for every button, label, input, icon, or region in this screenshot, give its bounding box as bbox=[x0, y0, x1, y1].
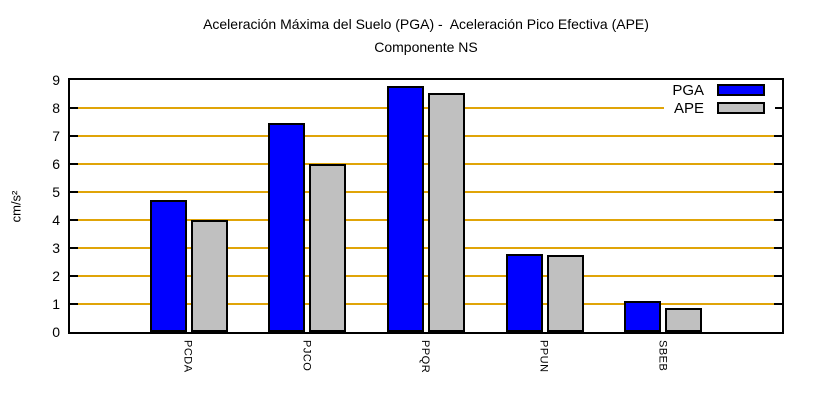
gridline-y1 bbox=[70, 303, 782, 305]
y-tick-mark-right bbox=[774, 219, 782, 221]
y-tick-mark-right bbox=[774, 191, 782, 193]
x-tick-label-sbeb: SBEB bbox=[656, 340, 669, 372]
y-tick-mark-left bbox=[70, 303, 78, 305]
legend-swatch-ape bbox=[717, 102, 765, 114]
y-tick-label-4: 4 bbox=[52, 212, 60, 228]
gridline-y7 bbox=[70, 135, 782, 137]
y-tick-mark-right bbox=[774, 107, 782, 109]
y-tick-mark-left bbox=[70, 191, 78, 193]
chart-title-block: Aceleración Máxima del Suelo (PGA) - Ace… bbox=[68, 13, 784, 59]
x-tick-label-pcda: PCDA bbox=[181, 340, 194, 373]
y-tick-mark-right bbox=[774, 135, 782, 137]
y-tick-label-0: 0 bbox=[52, 324, 60, 340]
y-tick-mark-right bbox=[774, 247, 782, 249]
gridline-y8 bbox=[70, 107, 782, 109]
gridline-y6 bbox=[70, 163, 782, 165]
y-tick-label-8: 8 bbox=[52, 100, 60, 116]
y-tick-mark-left bbox=[70, 247, 78, 249]
gridline-y2 bbox=[70, 275, 782, 277]
bar-pga-ppun bbox=[505, 253, 543, 332]
y-tick-mark-right bbox=[774, 303, 782, 305]
y-axis-label: cm/s² bbox=[8, 190, 24, 222]
x-tick-label-ppun: PPUN bbox=[537, 340, 550, 373]
y-tick-mark-left bbox=[70, 163, 78, 165]
bar-pga-sbeb bbox=[624, 301, 662, 332]
legend-label-pga: PGA bbox=[672, 81, 704, 99]
gridline-y5 bbox=[70, 191, 782, 193]
legend-label-ape: APE bbox=[673, 99, 704, 117]
chart-title: Aceleración Máxima del Suelo (PGA) - Ace… bbox=[203, 16, 649, 32]
y-tick-label-3: 3 bbox=[52, 240, 60, 256]
bar-ape-sbeb bbox=[665, 308, 703, 332]
y-tick-label-5: 5 bbox=[52, 184, 60, 200]
plot-area bbox=[68, 78, 784, 334]
legend: PGA APE bbox=[664, 80, 775, 119]
legend-row-pga: PGA bbox=[672, 81, 765, 99]
y-tick-label-2: 2 bbox=[52, 268, 60, 284]
bar-pga-pjco bbox=[268, 123, 306, 332]
y-tick-label-9: 9 bbox=[52, 72, 60, 88]
x-tick-label-pjco: PJCO bbox=[300, 340, 313, 372]
y-tick-mark-left bbox=[70, 219, 78, 221]
y-tick-mark-left bbox=[70, 275, 78, 277]
gridline-y3 bbox=[70, 247, 782, 249]
y-tick-mark-left bbox=[70, 107, 78, 109]
legend-swatch-pga bbox=[717, 84, 765, 96]
y-tick-label-6: 6 bbox=[52, 156, 60, 172]
y-tick-label-1: 1 bbox=[52, 296, 60, 312]
bar-ape-pjco bbox=[309, 164, 347, 332]
bar-ape-ppun bbox=[546, 255, 584, 332]
legend-row-ape: APE bbox=[672, 99, 765, 117]
bar-ape-pcda bbox=[190, 220, 228, 332]
y-tick-mark-left bbox=[70, 135, 78, 137]
bar-ape-ppqr bbox=[428, 92, 465, 332]
chart-subtitle: Componente NS bbox=[374, 39, 478, 55]
bar-pga-ppqr bbox=[387, 85, 424, 332]
y-tick-label-7: 7 bbox=[52, 128, 60, 144]
bar-pga-pcda bbox=[149, 200, 187, 332]
y-tick-mark-right bbox=[774, 275, 782, 277]
x-tick-label-ppqr: PPQR bbox=[419, 340, 431, 374]
y-tick-mark-right bbox=[774, 163, 782, 165]
gridline-y4 bbox=[70, 219, 782, 221]
